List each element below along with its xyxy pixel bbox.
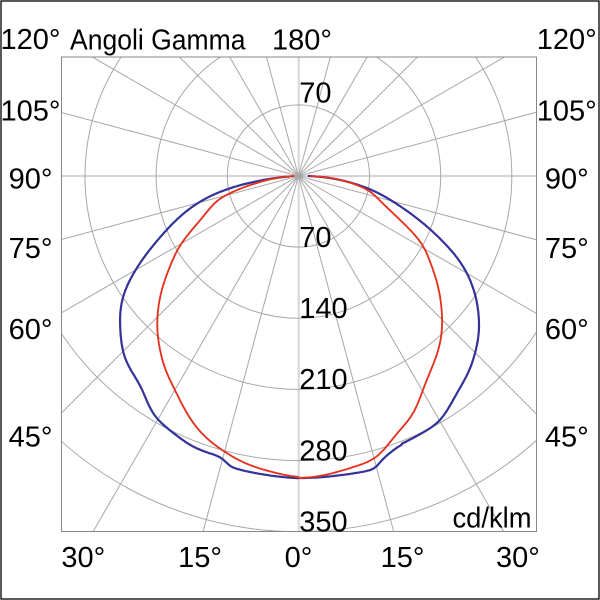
svg-text:90°: 90° <box>545 164 589 196</box>
svg-text:105°: 105° <box>1 95 61 127</box>
svg-text:120°: 120° <box>537 24 597 56</box>
svg-text:75°: 75° <box>9 233 53 265</box>
svg-text:180°: 180° <box>272 24 332 56</box>
svg-text:140: 140 <box>299 293 347 325</box>
svg-text:45°: 45° <box>9 422 53 454</box>
svg-text:70: 70 <box>299 77 331 109</box>
svg-text:15°: 15° <box>381 542 425 574</box>
svg-text:45°: 45° <box>545 422 589 454</box>
svg-text:0°: 0° <box>285 542 313 574</box>
svg-text:210: 210 <box>299 364 347 396</box>
svg-text:cd/klm: cd/klm <box>453 502 532 534</box>
svg-text:280: 280 <box>299 435 347 467</box>
svg-text:90°: 90° <box>9 164 53 196</box>
svg-text:75°: 75° <box>545 233 589 265</box>
svg-text:Angoli Gamma: Angoli Gamma <box>70 24 246 56</box>
svg-text:30°: 30° <box>61 542 105 574</box>
svg-text:70: 70 <box>299 222 331 254</box>
svg-text:120°: 120° <box>1 24 61 56</box>
svg-text:105°: 105° <box>537 95 597 127</box>
svg-text:350: 350 <box>299 506 347 538</box>
svg-text:15°: 15° <box>178 542 222 574</box>
svg-text:30°: 30° <box>496 542 540 574</box>
svg-text:60°: 60° <box>9 314 53 346</box>
svg-text:60°: 60° <box>545 314 589 346</box>
